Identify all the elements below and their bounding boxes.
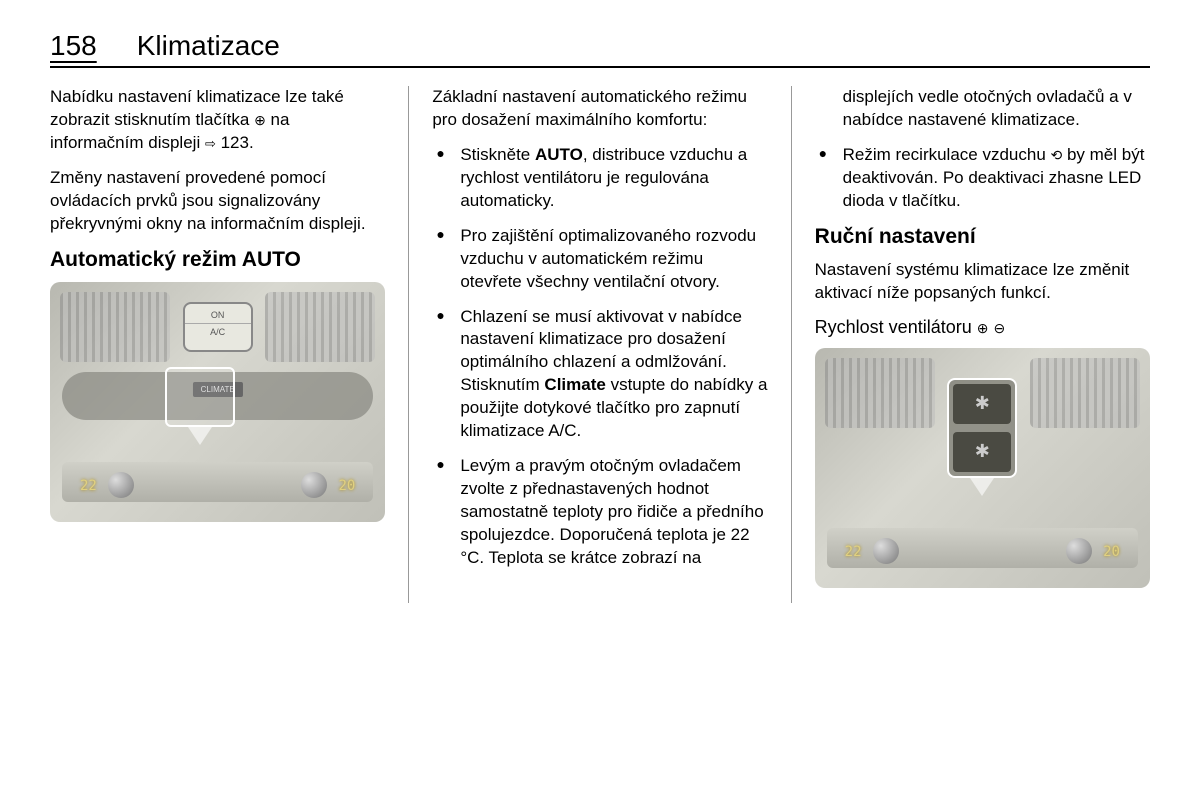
col2-bullet-list: Stiskněte AUTO, distribuce vzduchu a ryc… — [432, 144, 767, 570]
column-1: Nabídku nastavení klimatizace lze také z… — [50, 86, 400, 603]
air-vent-right — [265, 292, 375, 362]
bullet-auto-pre: Stiskněte — [460, 145, 535, 164]
header-title: Klimatizace — [137, 30, 280, 62]
climate-panel-image-2: ✱ ✱ 22 20 — [815, 348, 1150, 588]
fan-button-callout: ✱ ✱ — [947, 378, 1017, 478]
col3-bullet-list: Režim recirkulace vzduchu ⟲ by měl být d… — [815, 144, 1150, 213]
bullet-temperature: Levým a pravým otočným ovladačem zvolte … — [432, 455, 767, 570]
col1-para1-ref: 123. — [216, 133, 254, 152]
callout-highlight — [165, 367, 235, 427]
fan-speed-up-button: ✱ — [953, 384, 1011, 424]
heading-auto-mode: Automatický režim AUTO — [50, 248, 385, 272]
dashboard-illustration-2: ✱ ✱ 22 20 — [815, 348, 1150, 588]
callout-pointer-2-icon — [970, 478, 994, 496]
air-vent-left — [60, 292, 170, 362]
callout-pointer-icon — [188, 427, 212, 445]
screen-on-label: ON — [185, 310, 251, 320]
bullet-cooling: Chlazení se musí aktivovat v nabídce nas… — [432, 306, 767, 444]
bullet-vents: Pro zajištění optimalizovaného rozvodu v… — [432, 225, 767, 294]
rotary-knob-left-2 — [873, 538, 899, 564]
air-vent-left-2 — [825, 358, 935, 428]
bullet-auto: Stiskněte AUTO, distribuce vzduchu a ryc… — [432, 144, 767, 213]
bullet-auto-bold: AUTO — [535, 145, 583, 164]
bullet-recirculation: Režim recirkulace vzduchu ⟲ by měl být d… — [815, 144, 1150, 213]
col1-para1: Nabídku nastavení klimatizace lze také z… — [50, 86, 385, 155]
col1-para2: Změny nastavení provedené pomocí ovládac… — [50, 167, 385, 236]
reference-arrow-icon: ⇨ — [205, 135, 216, 153]
column-2: Základní nastavení automatického režimu … — [417, 86, 782, 603]
fan-speed-down-button: ✱ — [953, 432, 1011, 472]
col1-para1-text1: Nabídku nastavení klimatizace lze také z… — [50, 87, 344, 129]
content-columns: Nabídku nastavení klimatizace lze také z… — [50, 86, 1150, 603]
page-header: 158 Klimatizace — [50, 30, 1150, 68]
fan-speed-label: Rychlost ventilátoru — [815, 317, 977, 337]
dashboard-illustration: ON A/C CLIMATE 22 20 — [50, 282, 385, 522]
center-screen-button: ON A/C — [183, 302, 253, 352]
bullet-cooling-bold: Climate — [544, 375, 605, 394]
recirculation-icon: ⟲ — [1051, 147, 1063, 163]
col3-manual-para: Nastavení systému klimatizace lze změnit… — [815, 259, 1150, 305]
rotary-knob-right-2 — [1066, 538, 1092, 564]
subheading-fan-speed: Rychlost ventilátoru ⊕ ⊖ — [815, 317, 1150, 338]
column-divider-1 — [408, 86, 409, 603]
fan-down-icon: ⊖ — [993, 319, 1005, 335]
column-divider-2 — [791, 86, 792, 603]
bullet-recirc-pre: Režim recirkulace vzduchu — [843, 145, 1051, 164]
climate-panel-image-1: ON A/C CLIMATE 22 20 — [50, 282, 385, 522]
air-vent-right-2 — [1030, 358, 1140, 428]
heading-manual-settings: Ruční nastavení — [815, 225, 1150, 249]
col2-intro: Základní nastavení automatického režimu … — [432, 86, 767, 132]
temp-display-right-2: 20 — [1103, 544, 1120, 560]
page-number: 158 — [50, 30, 97, 62]
rotary-knob-left — [108, 472, 134, 498]
temp-display-left-2: 22 — [845, 544, 862, 560]
fan-up-icon: ⊕ — [977, 319, 989, 335]
col3-continuation: displejích vedle otočných ovladačů a v n… — [815, 86, 1150, 132]
rotary-knob-right — [301, 472, 327, 498]
temp-display-right: 20 — [338, 478, 355, 494]
column-3: displejích vedle otočných ovladačů a v n… — [800, 86, 1150, 603]
screen-ac-label: A/C — [185, 323, 251, 337]
temp-display-left: 22 — [80, 478, 97, 494]
climate-settings-icon: ⊕ — [254, 112, 266, 128]
